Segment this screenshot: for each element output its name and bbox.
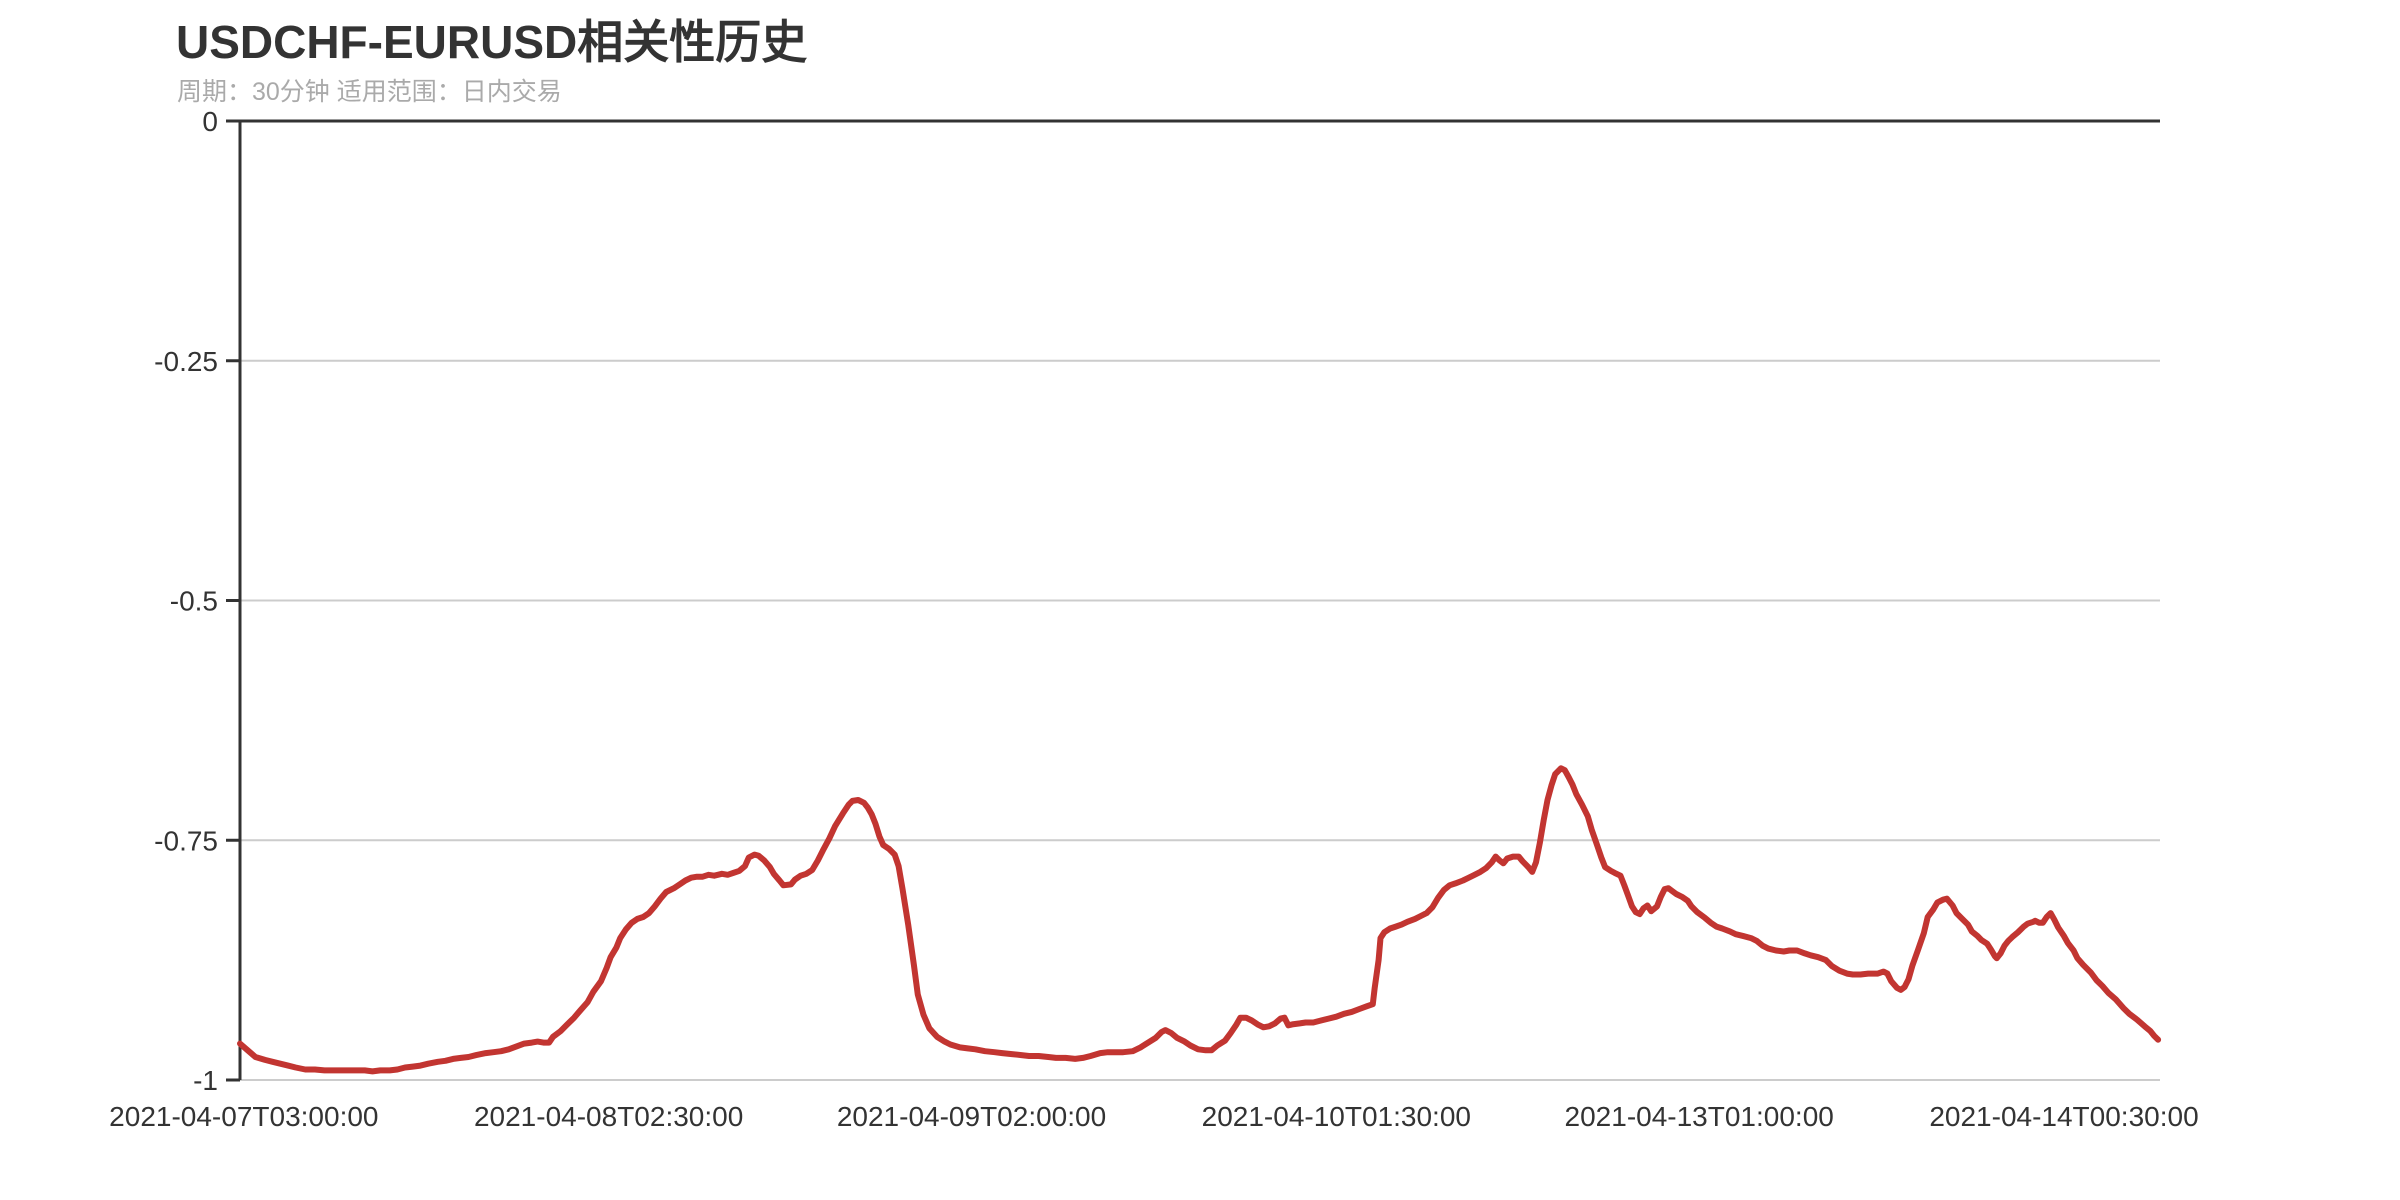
y-tick-label: -1 xyxy=(193,1065,218,1096)
y-tick-label: -0.5 xyxy=(170,586,218,617)
chart-title: USDCHF-EURUSD相关性历史 xyxy=(176,16,808,68)
x-tick-label: 2021-04-10T01:30:00 xyxy=(1202,1101,1471,1132)
x-tick-label: 2021-04-14T00:30:00 xyxy=(1929,1101,2198,1132)
y-tick-label: -0.25 xyxy=(154,346,218,377)
x-tick-label: 2021-04-09T02:00:00 xyxy=(837,1101,1106,1132)
series-line xyxy=(237,765,2162,1075)
x-tick-label: 2021-04-08T02:30:00 xyxy=(474,1101,743,1132)
x-tick-label: 2021-04-13T01:00:00 xyxy=(1565,1101,1834,1132)
x-tick-label: 2021-04-07T03:00:00 xyxy=(109,1101,378,1132)
y-tick-label: 0 xyxy=(202,106,218,137)
chart-subtitle: 周期：30分钟 适用范围：日内交易 xyxy=(177,78,562,106)
y-tick-label: -0.75 xyxy=(154,825,218,856)
